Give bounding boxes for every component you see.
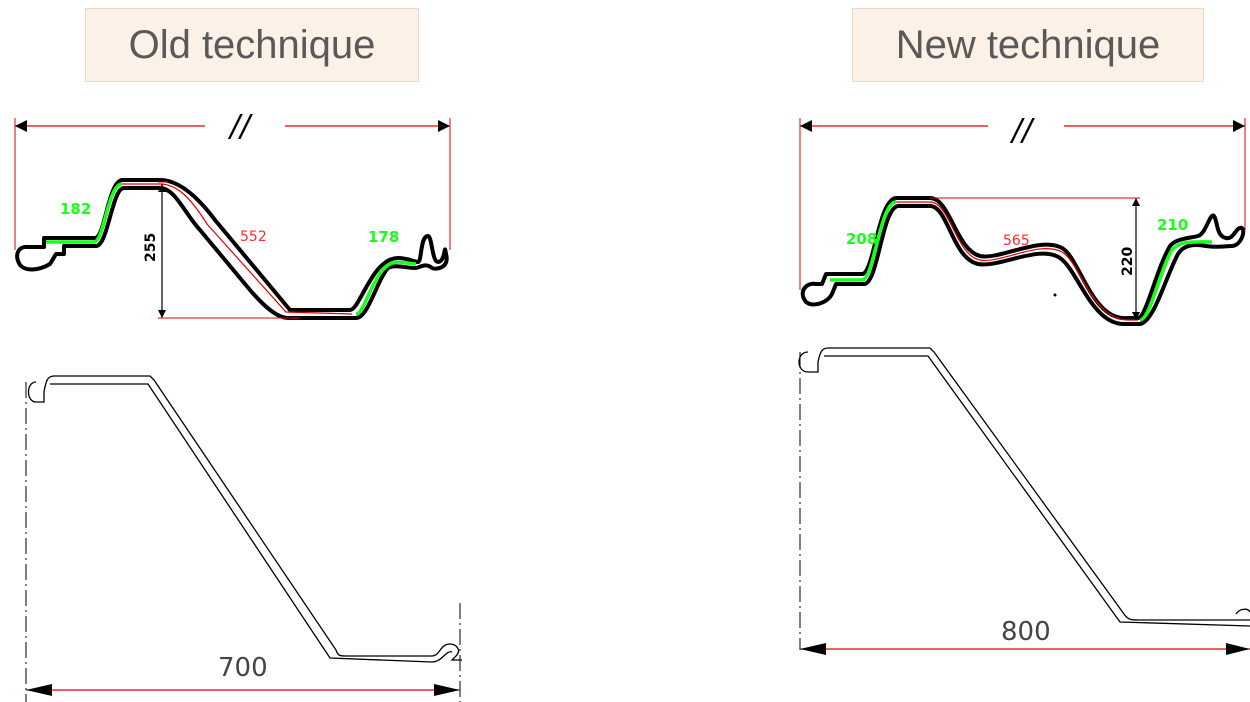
old-top-section: // 182 552 255 178: [14, 109, 451, 320]
new-interlock-right: [1235, 608, 1250, 615]
old-height-label: 255: [143, 233, 159, 262]
new-web-centerline: [896, 201, 1138, 321]
old-sheet-pile-profile-inner: [50, 383, 453, 663]
new-width-arrow-right: [1226, 643, 1250, 655]
new-technique-title: New technique: [852, 8, 1204, 82]
new-sheet-pile-profile: [798, 347, 1250, 621]
old-right-flange-label: 178: [368, 228, 399, 246]
new-right-flange-label: 210: [1157, 216, 1188, 234]
old-width-label: 700: [218, 653, 268, 683]
old-sheet-pile-profile: [27, 375, 462, 661]
old-bottom-section: 700: [25, 375, 462, 702]
old-left-flange-label: 182: [60, 200, 91, 218]
new-width-label: 800: [1001, 617, 1051, 647]
old-width-arrow-right: [434, 684, 460, 696]
old-web-label: 552: [240, 229, 267, 245]
new-stray-dot: [1053, 293, 1057, 297]
new-right-flange-highlight: [1139, 240, 1213, 322]
old-break-mark: //: [227, 109, 253, 144]
old-width-arrow-left: [26, 684, 52, 696]
new-height-label: 220: [1120, 247, 1136, 276]
new-profile-outline: [800, 196, 1246, 327]
new-break-mark: //: [1009, 113, 1035, 148]
new-web-label: 565: [1003, 233, 1030, 249]
new-left-flange-highlight: [830, 200, 897, 282]
old-profile-outline: [15, 178, 449, 320]
old-left-flange-highlight: [46, 182, 123, 244]
new-left-flange-label: 208: [846, 230, 877, 248]
new-sheet-pile-profile-inner: [824, 355, 1250, 627]
new-width-arrow-left: [800, 643, 826, 655]
new-top-section: // 208 565 220 210: [799, 113, 1246, 327]
new-bottom-section: 800: [798, 347, 1250, 655]
old-technique-title: Old technique: [85, 8, 419, 82]
old-right-flange-highlight: [355, 260, 417, 316]
